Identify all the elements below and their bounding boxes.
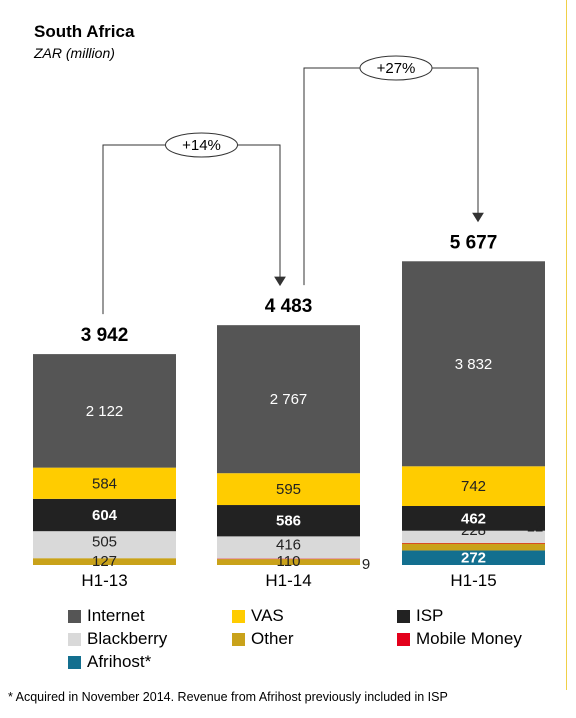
label-isp-h1-14: 586: [276, 513, 301, 530]
label-mobile-money-h1-15: 12: [527, 519, 544, 536]
growth-arrow-2: [472, 212, 484, 223]
bar-vas-h1-15: [402, 466, 545, 506]
bar-blackberry-h1-15: [402, 530, 545, 543]
legend-label-isp: ISP: [416, 606, 444, 625]
footnote: * Acquired in November 2014. Revenue fro…: [8, 690, 448, 704]
legend-swatch-internet: [68, 609, 81, 623]
x-tick-h1-14: H1-14: [265, 571, 311, 590]
label-internet-h1-15: 3 832: [455, 356, 493, 373]
label-afrihost-h1-15: 272: [461, 550, 486, 567]
total-h1-13: 3 942: [81, 325, 129, 346]
stacked-bar-chart: 127 505 604 584 2 122 110 9 416 586 595 2 767 272 12…: [33, 55, 545, 590]
legend-item-mobile-money: Mobile Money: [397, 629, 522, 649]
growth-bubble-2: [359, 55, 433, 81]
legend-swatch-vas: [232, 609, 245, 623]
growth-arrow-1: [274, 276, 286, 287]
label-blackberry-h1-15: 228: [461, 522, 486, 539]
legend-swatch-isp: [397, 609, 410, 623]
x-tick-h1-13: H1-13: [81, 571, 127, 590]
label-mobile-money-h1-14: 9: [362, 556, 370, 573]
bar-isp-h1-13: [33, 498, 176, 532]
legend-label-afrihost: Afrihost*: [87, 652, 152, 671]
x-tick-h1-15: H1-15: [450, 571, 496, 590]
legend-item-other: Other: [232, 629, 294, 649]
bar-mobile-money-h1-15: [402, 542, 545, 544]
label-other-h1-15: 129: [461, 515, 486, 532]
legend-label-internet: Internet: [87, 606, 145, 625]
total-h1-14: 4 483: [265, 296, 313, 317]
legend-label-other: Other: [251, 629, 294, 648]
label-blackberry-h1-14: 416: [276, 537, 301, 554]
legend-item-vas: VAS: [232, 606, 284, 626]
bar-afrihost-h1-15: [402, 550, 545, 565]
bar-other-h1-13: [33, 558, 176, 565]
label-other-h1-13: 127: [92, 553, 117, 570]
growth-connector-1: [102, 144, 281, 315]
label-blackberry-h1-13: 505: [92, 534, 117, 551]
label-vas-h1-13: 584: [92, 475, 117, 492]
growth-label-2: +27%: [377, 60, 416, 77]
label-internet-h1-14: 2 767: [270, 391, 308, 408]
bar-isp-h1-15: [402, 505, 545, 531]
legend-swatch-afrihost: [68, 655, 81, 669]
label-internet-h1-13: 2 122: [86, 403, 124, 420]
bar-vas-h1-14: [217, 473, 360, 506]
label-other-h1-14: 110: [277, 553, 301, 570]
legend-item-isp: ISP: [397, 606, 443, 626]
legend-swatch-other: [232, 632, 245, 646]
legend-item-blackberry: Blackberry: [68, 629, 167, 649]
chart-subtitle: ZAR (million): [34, 45, 115, 61]
legend-label-vas: VAS: [251, 606, 284, 625]
bar-other-h1-15: [402, 543, 545, 551]
legend-item-internet: Internet: [68, 606, 145, 626]
label-isp-h1-15: 462: [461, 510, 486, 527]
growth-bubble-1: [165, 132, 238, 158]
bar-isp-h1-14: [217, 505, 360, 537]
legend-label-blackberry: Blackberry: [87, 629, 168, 648]
bar-internet-h1-14: [217, 325, 360, 474]
label-vas-h1-14: 595: [276, 481, 301, 498]
bar-internet-h1-13: [33, 354, 176, 468]
total-h1-15: 5 677: [450, 232, 498, 253]
legend-item-afrihost: Afrihost*: [68, 652, 151, 672]
bar-other-h1-14: [217, 559, 360, 565]
label-vas-h1-15: 742: [461, 478, 486, 495]
label-isp-h1-13: 604: [92, 507, 118, 524]
bar-blackberry-h1-14: [217, 536, 360, 559]
legend-swatch-blackberry: [68, 632, 81, 646]
growth-label-1: +14%: [182, 137, 221, 154]
page-edge-line: [566, 0, 567, 690]
legend-label-mobile-money: Mobile Money: [416, 629, 522, 648]
bar-internet-h1-15: [402, 261, 545, 467]
bar-blackberry-h1-13: [33, 531, 176, 559]
legend-swatch-mobile-money: [397, 632, 410, 646]
bar-vas-h1-13: [33, 467, 176, 499]
chart-title: South Africa: [34, 22, 135, 41]
